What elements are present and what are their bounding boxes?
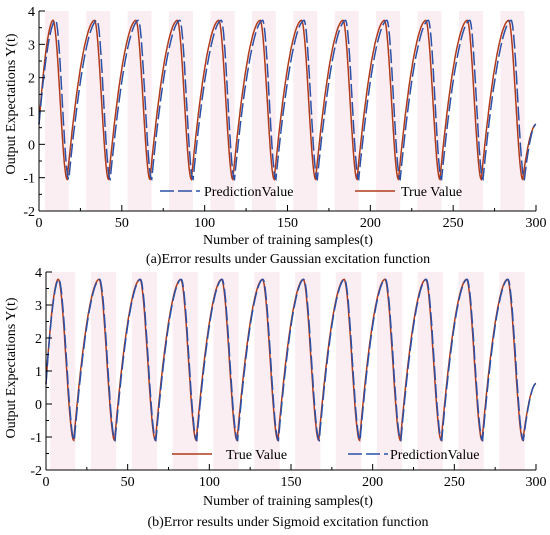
x-tick-label: 150 bbox=[277, 216, 298, 231]
axes bbox=[45, 271, 537, 471]
panel-a: 0 50 100 150 200 250 300 -2 -1 0 1 2 3 4 Output Expec… bbox=[4, 5, 547, 267]
y-axis-title: Output Expectations Y(t) bbox=[4, 297, 19, 438]
series-lines bbox=[45, 278, 537, 442]
x-axis-title: Number of training samples(t) bbox=[203, 494, 373, 509]
panel-caption: (b)Error results under Sigmoid excitatio… bbox=[147, 515, 428, 530]
y-tick-label: 1 bbox=[28, 105, 35, 120]
x-tick-label: 50 bbox=[121, 475, 135, 490]
y-tick-label: -1 bbox=[23, 172, 35, 187]
legend: PredictionValue True Value bbox=[160, 185, 462, 200]
panel-b: 0 50 100 150 200 250 300 -2 -1 0 1 2 3 4 Output Expec… bbox=[4, 266, 547, 530]
y-tick-label: 1 bbox=[35, 365, 42, 380]
shaded-bands bbox=[44, 11, 525, 211]
x-tick-label: 200 bbox=[360, 216, 381, 231]
legend: True Value PredictionValue bbox=[172, 448, 479, 463]
x-tick-label: 250 bbox=[443, 216, 464, 231]
y-tick-label: 2 bbox=[35, 332, 42, 347]
tick-labels: 0 50 100 150 200 250 300 -2 -1 0 1 2 3 4 bbox=[23, 5, 546, 231]
y-tick-label: 4 bbox=[28, 5, 35, 20]
panel-caption: (a)Error results under Gaussian excitati… bbox=[146, 252, 430, 267]
y-tick-label: 0 bbox=[35, 398, 42, 413]
y-tick-label: 2 bbox=[28, 72, 35, 87]
legend-label-true: True Value bbox=[226, 448, 287, 463]
x-tick-label: 150 bbox=[281, 475, 302, 490]
y-tick-label: 0 bbox=[28, 138, 35, 153]
x-tick-label: 0 bbox=[43, 475, 50, 490]
y-tick-label: -2 bbox=[30, 464, 42, 479]
y-tick-label: 4 bbox=[35, 266, 42, 281]
series-line-true-value bbox=[38, 19, 537, 181]
x-tick-label: 250 bbox=[444, 475, 465, 490]
y-tick-label: 3 bbox=[28, 38, 35, 53]
y-tick-label: -2 bbox=[23, 205, 35, 220]
x-tick-label: 100 bbox=[199, 475, 220, 490]
x-tick-label: 100 bbox=[194, 216, 215, 231]
x-tick-label: 50 bbox=[115, 216, 129, 231]
x-axis-title: Number of training samples(t) bbox=[203, 233, 373, 248]
series-line-predictionvalue bbox=[38, 19, 537, 181]
x-tick-label: 200 bbox=[362, 475, 383, 490]
legend-label-prediction: PredictionValue bbox=[204, 185, 293, 200]
legend-label-true: True Value bbox=[401, 185, 462, 200]
x-tick-label: 0 bbox=[36, 216, 43, 231]
y-tick-label: 3 bbox=[35, 299, 42, 314]
series-lines bbox=[38, 19, 537, 181]
shade-band bbox=[254, 272, 280, 470]
series-line-predictionvalue bbox=[45, 278, 537, 442]
tick-labels: 0 50 100 150 200 250 300 -2 -1 0 1 2 3 4 bbox=[30, 266, 546, 490]
axes bbox=[38, 10, 537, 212]
x-tick-label: 300 bbox=[526, 216, 547, 231]
legend-label-prediction: PredictionValue bbox=[390, 448, 479, 463]
y-axis-title: Output Expectations Y(t) bbox=[4, 33, 19, 174]
x-tick-label: 300 bbox=[526, 475, 547, 490]
y-tick-label: -1 bbox=[30, 431, 42, 446]
